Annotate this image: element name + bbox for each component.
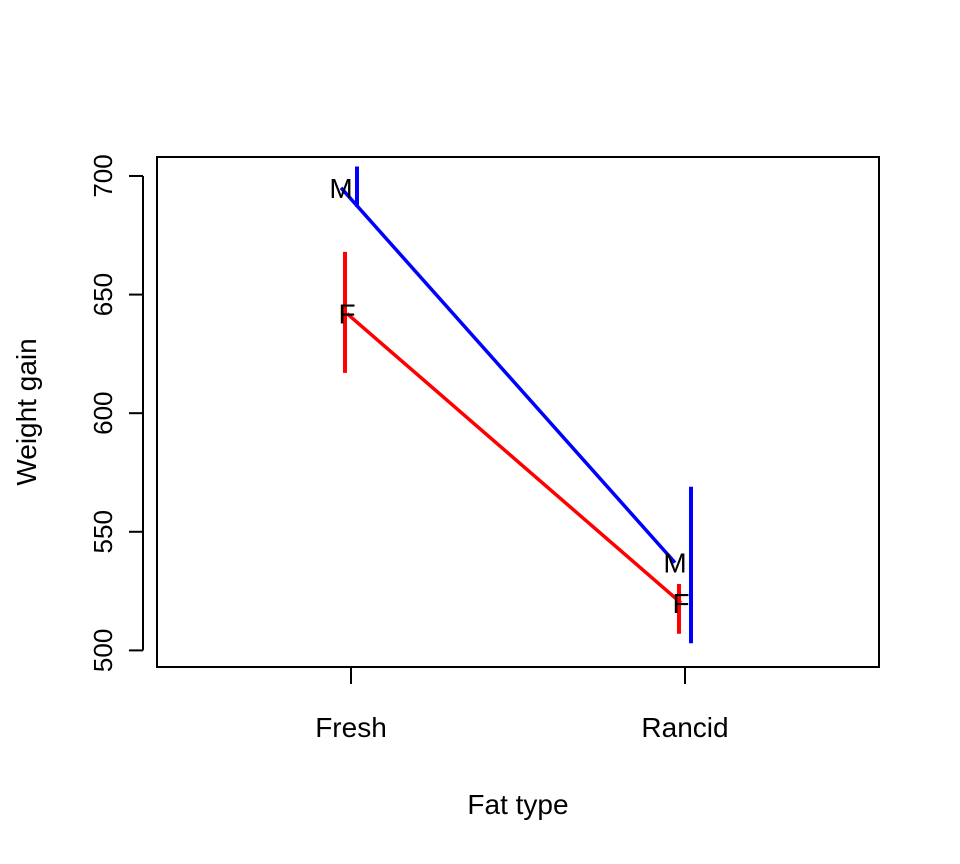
y-axis-label: Weight gain — [11, 338, 42, 485]
y-axis: 500 550 600 650 700 — [88, 154, 144, 672]
y-tick-label: 600 — [88, 391, 118, 434]
y-tick-label: 700 — [88, 154, 118, 197]
x-axis: Fresh Rancid — [315, 667, 729, 743]
y-tick-label: 550 — [88, 510, 118, 553]
series-line — [339, 186, 677, 564]
x-tick-label: Fresh — [315, 712, 387, 743]
y-tick-label: 500 — [88, 629, 118, 672]
x-tick-label: Rancid — [641, 712, 728, 743]
point-label: M — [663, 548, 686, 579]
x-axis-label: Fat type — [467, 789, 568, 820]
point-label: M — [329, 173, 352, 204]
series-line — [345, 312, 683, 605]
y-tick-label: 650 — [88, 273, 118, 316]
plot-frame — [156, 156, 880, 668]
point-label: F — [672, 588, 689, 619]
point-label: F — [338, 299, 355, 330]
